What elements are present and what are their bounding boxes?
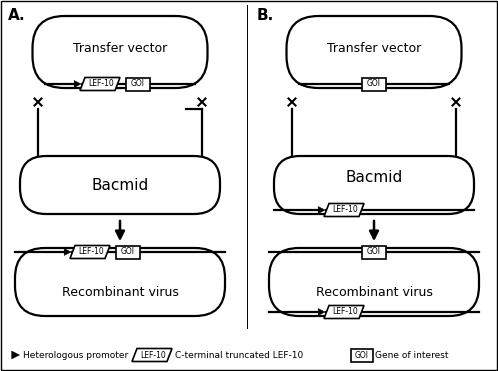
FancyBboxPatch shape [15,248,225,316]
Polygon shape [132,348,172,361]
FancyBboxPatch shape [351,348,373,361]
Text: A.: A. [8,8,25,23]
Text: Transfer vector: Transfer vector [327,42,421,55]
FancyBboxPatch shape [269,248,479,316]
Text: Heterologous promoter: Heterologous promoter [23,351,128,359]
Text: LEF-10: LEF-10 [78,247,104,256]
Text: GOI: GOI [121,247,135,256]
Text: B.: B. [257,8,274,23]
Polygon shape [318,207,325,213]
Polygon shape [324,204,364,217]
Text: LEF-10: LEF-10 [140,351,166,359]
Text: Recombinant virus: Recombinant virus [62,286,178,299]
Polygon shape [11,351,19,359]
FancyBboxPatch shape [362,78,386,91]
Text: LEF-10: LEF-10 [332,206,358,214]
FancyBboxPatch shape [362,246,386,259]
Text: LEF-10: LEF-10 [88,79,114,89]
Text: LEF-10: LEF-10 [332,308,358,316]
Text: C-terminal truncated LEF-10: C-terminal truncated LEF-10 [175,351,303,359]
Polygon shape [324,305,364,318]
Polygon shape [64,249,71,256]
Polygon shape [70,246,110,259]
FancyBboxPatch shape [286,16,462,88]
Text: Bacmid: Bacmid [91,177,148,193]
Text: Bacmid: Bacmid [346,170,402,184]
Polygon shape [74,81,81,88]
Polygon shape [80,78,120,91]
Text: Recombinant virus: Recombinant virus [316,286,432,299]
Text: Gene of interest: Gene of interest [375,351,449,359]
Text: Transfer vector: Transfer vector [73,42,167,55]
Text: GOI: GOI [367,247,381,256]
FancyBboxPatch shape [32,16,208,88]
FancyBboxPatch shape [126,78,150,91]
FancyBboxPatch shape [116,246,140,259]
Text: GOI: GOI [367,79,381,89]
Polygon shape [318,309,325,315]
Text: GOI: GOI [131,79,145,89]
Text: GOI: GOI [355,351,369,359]
FancyBboxPatch shape [274,156,474,214]
FancyBboxPatch shape [20,156,220,214]
